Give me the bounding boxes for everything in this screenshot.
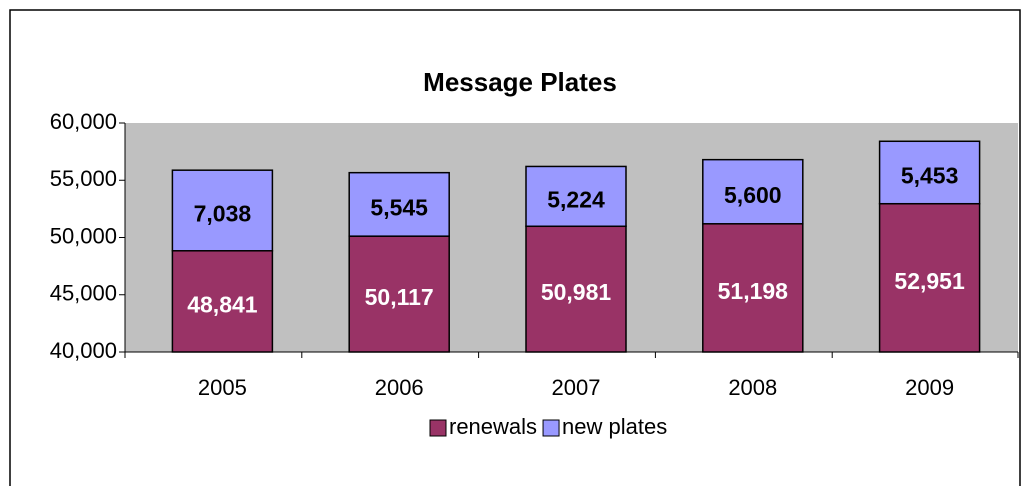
x-tick-label: 2006 (375, 375, 424, 400)
bar-segment (348, 235, 450, 353)
value-label: 5,600 (724, 182, 782, 208)
value-label: 7,038 (194, 201, 252, 227)
bar-segment (171, 169, 274, 252)
y-tick-label: 50,000 (50, 223, 117, 248)
bar-segment (525, 225, 627, 353)
chart-title: Message Plates (423, 67, 617, 97)
value-label: 5,224 (547, 186, 605, 212)
bar-segment (171, 250, 274, 353)
value-label: 51,198 (718, 278, 789, 304)
bar-segment (525, 165, 627, 228)
legend-swatch (542, 419, 560, 437)
value-label: 48,841 (187, 291, 258, 317)
bar-segment (702, 158, 804, 225)
x-tick-label: 2007 (552, 375, 601, 400)
x-tick-label: 2008 (728, 375, 777, 400)
value-label: 50,981 (541, 279, 612, 305)
bar-segment (878, 140, 981, 205)
value-label: 50,117 (365, 284, 434, 310)
value-label: 52,951 (894, 268, 965, 294)
y-tick-label: 45,000 (50, 281, 117, 306)
legend-swatch (429, 419, 447, 437)
legend-label: renewals (449, 414, 537, 439)
y-tick-label: 40,000 (50, 338, 117, 363)
value-label: 5,453 (901, 163, 959, 189)
bar-segment (878, 202, 981, 353)
y-tick-label: 55,000 (50, 166, 117, 191)
x-tick-label: 2005 (198, 375, 247, 400)
y-tick-label: 60,000 (50, 109, 117, 134)
bar-segment (348, 171, 450, 237)
value-label: 5,545 (370, 194, 428, 220)
legend-label: new plates (562, 414, 667, 439)
x-tick-label: 2009 (905, 375, 954, 400)
bar-segment (702, 223, 804, 353)
